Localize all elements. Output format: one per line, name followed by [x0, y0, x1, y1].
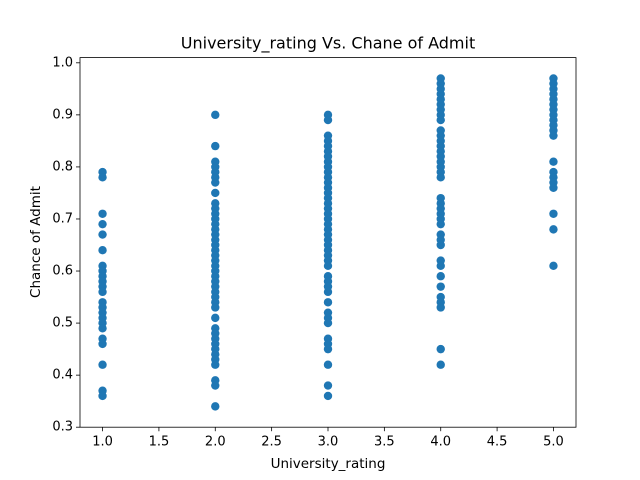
y-tick-label: 0.3	[52, 420, 73, 435]
x-tick-label: 3.0	[318, 435, 339, 450]
point	[436, 173, 445, 182]
point	[549, 225, 558, 234]
point	[98, 209, 107, 218]
point	[549, 183, 558, 192]
x-tick-label: 4.5	[487, 435, 508, 450]
point	[549, 209, 558, 218]
y-tick-label: 0.7	[52, 211, 73, 226]
x-tick-label: 3.5	[374, 435, 395, 450]
point	[211, 303, 220, 312]
point	[323, 391, 333, 401]
point	[323, 287, 333, 297]
point	[211, 313, 220, 323]
point	[211, 402, 220, 411]
x-tick-label: 1.0	[92, 435, 113, 450]
x-tick-label: 4.0	[430, 435, 451, 450]
point	[323, 318, 333, 328]
plot-frame	[79, 57, 577, 428]
y-tick-label: 0.6	[52, 264, 73, 279]
point	[323, 298, 333, 307]
point	[436, 240, 445, 250]
point	[98, 173, 107, 182]
point	[98, 287, 107, 297]
x-tick-label: 5.0	[543, 435, 564, 450]
point	[98, 230, 107, 239]
point	[323, 381, 333, 390]
point	[98, 219, 107, 229]
point	[436, 272, 445, 281]
y-tick-label: 0.8	[52, 159, 73, 174]
y-tick-label: 0.5	[52, 316, 73, 331]
x-tick-label: 2.5	[261, 435, 282, 450]
point	[436, 282, 445, 291]
point	[211, 178, 220, 187]
point	[98, 360, 107, 369]
point	[211, 141, 220, 151]
point	[436, 219, 445, 229]
point	[98, 391, 107, 401]
y-tick-label: 1.0	[52, 55, 73, 70]
y-tick-label: 0.4	[52, 368, 73, 383]
point	[98, 324, 107, 333]
y-axis-label: Chance of Admit	[28, 186, 44, 298]
point	[323, 344, 333, 354]
point	[436, 360, 445, 369]
point	[323, 115, 333, 125]
point	[211, 360, 220, 369]
point	[98, 339, 107, 349]
x-tick-label: 2.0	[205, 435, 226, 450]
point	[323, 261, 333, 271]
y-tick-label: 0.9	[52, 107, 73, 122]
x-tick-label: 1.5	[149, 435, 170, 450]
chart-title: University_rating Vs. Chane of Admit	[181, 34, 475, 54]
point	[98, 246, 107, 255]
point	[436, 115, 445, 125]
point	[549, 261, 558, 271]
x-axis-label: University_rating	[271, 456, 386, 472]
point	[436, 261, 445, 271]
point	[436, 303, 445, 312]
point	[549, 131, 558, 140]
point	[211, 110, 220, 120]
point	[211, 188, 220, 198]
point	[549, 157, 558, 166]
point	[211, 381, 220, 390]
point	[436, 344, 445, 354]
point	[323, 360, 333, 369]
